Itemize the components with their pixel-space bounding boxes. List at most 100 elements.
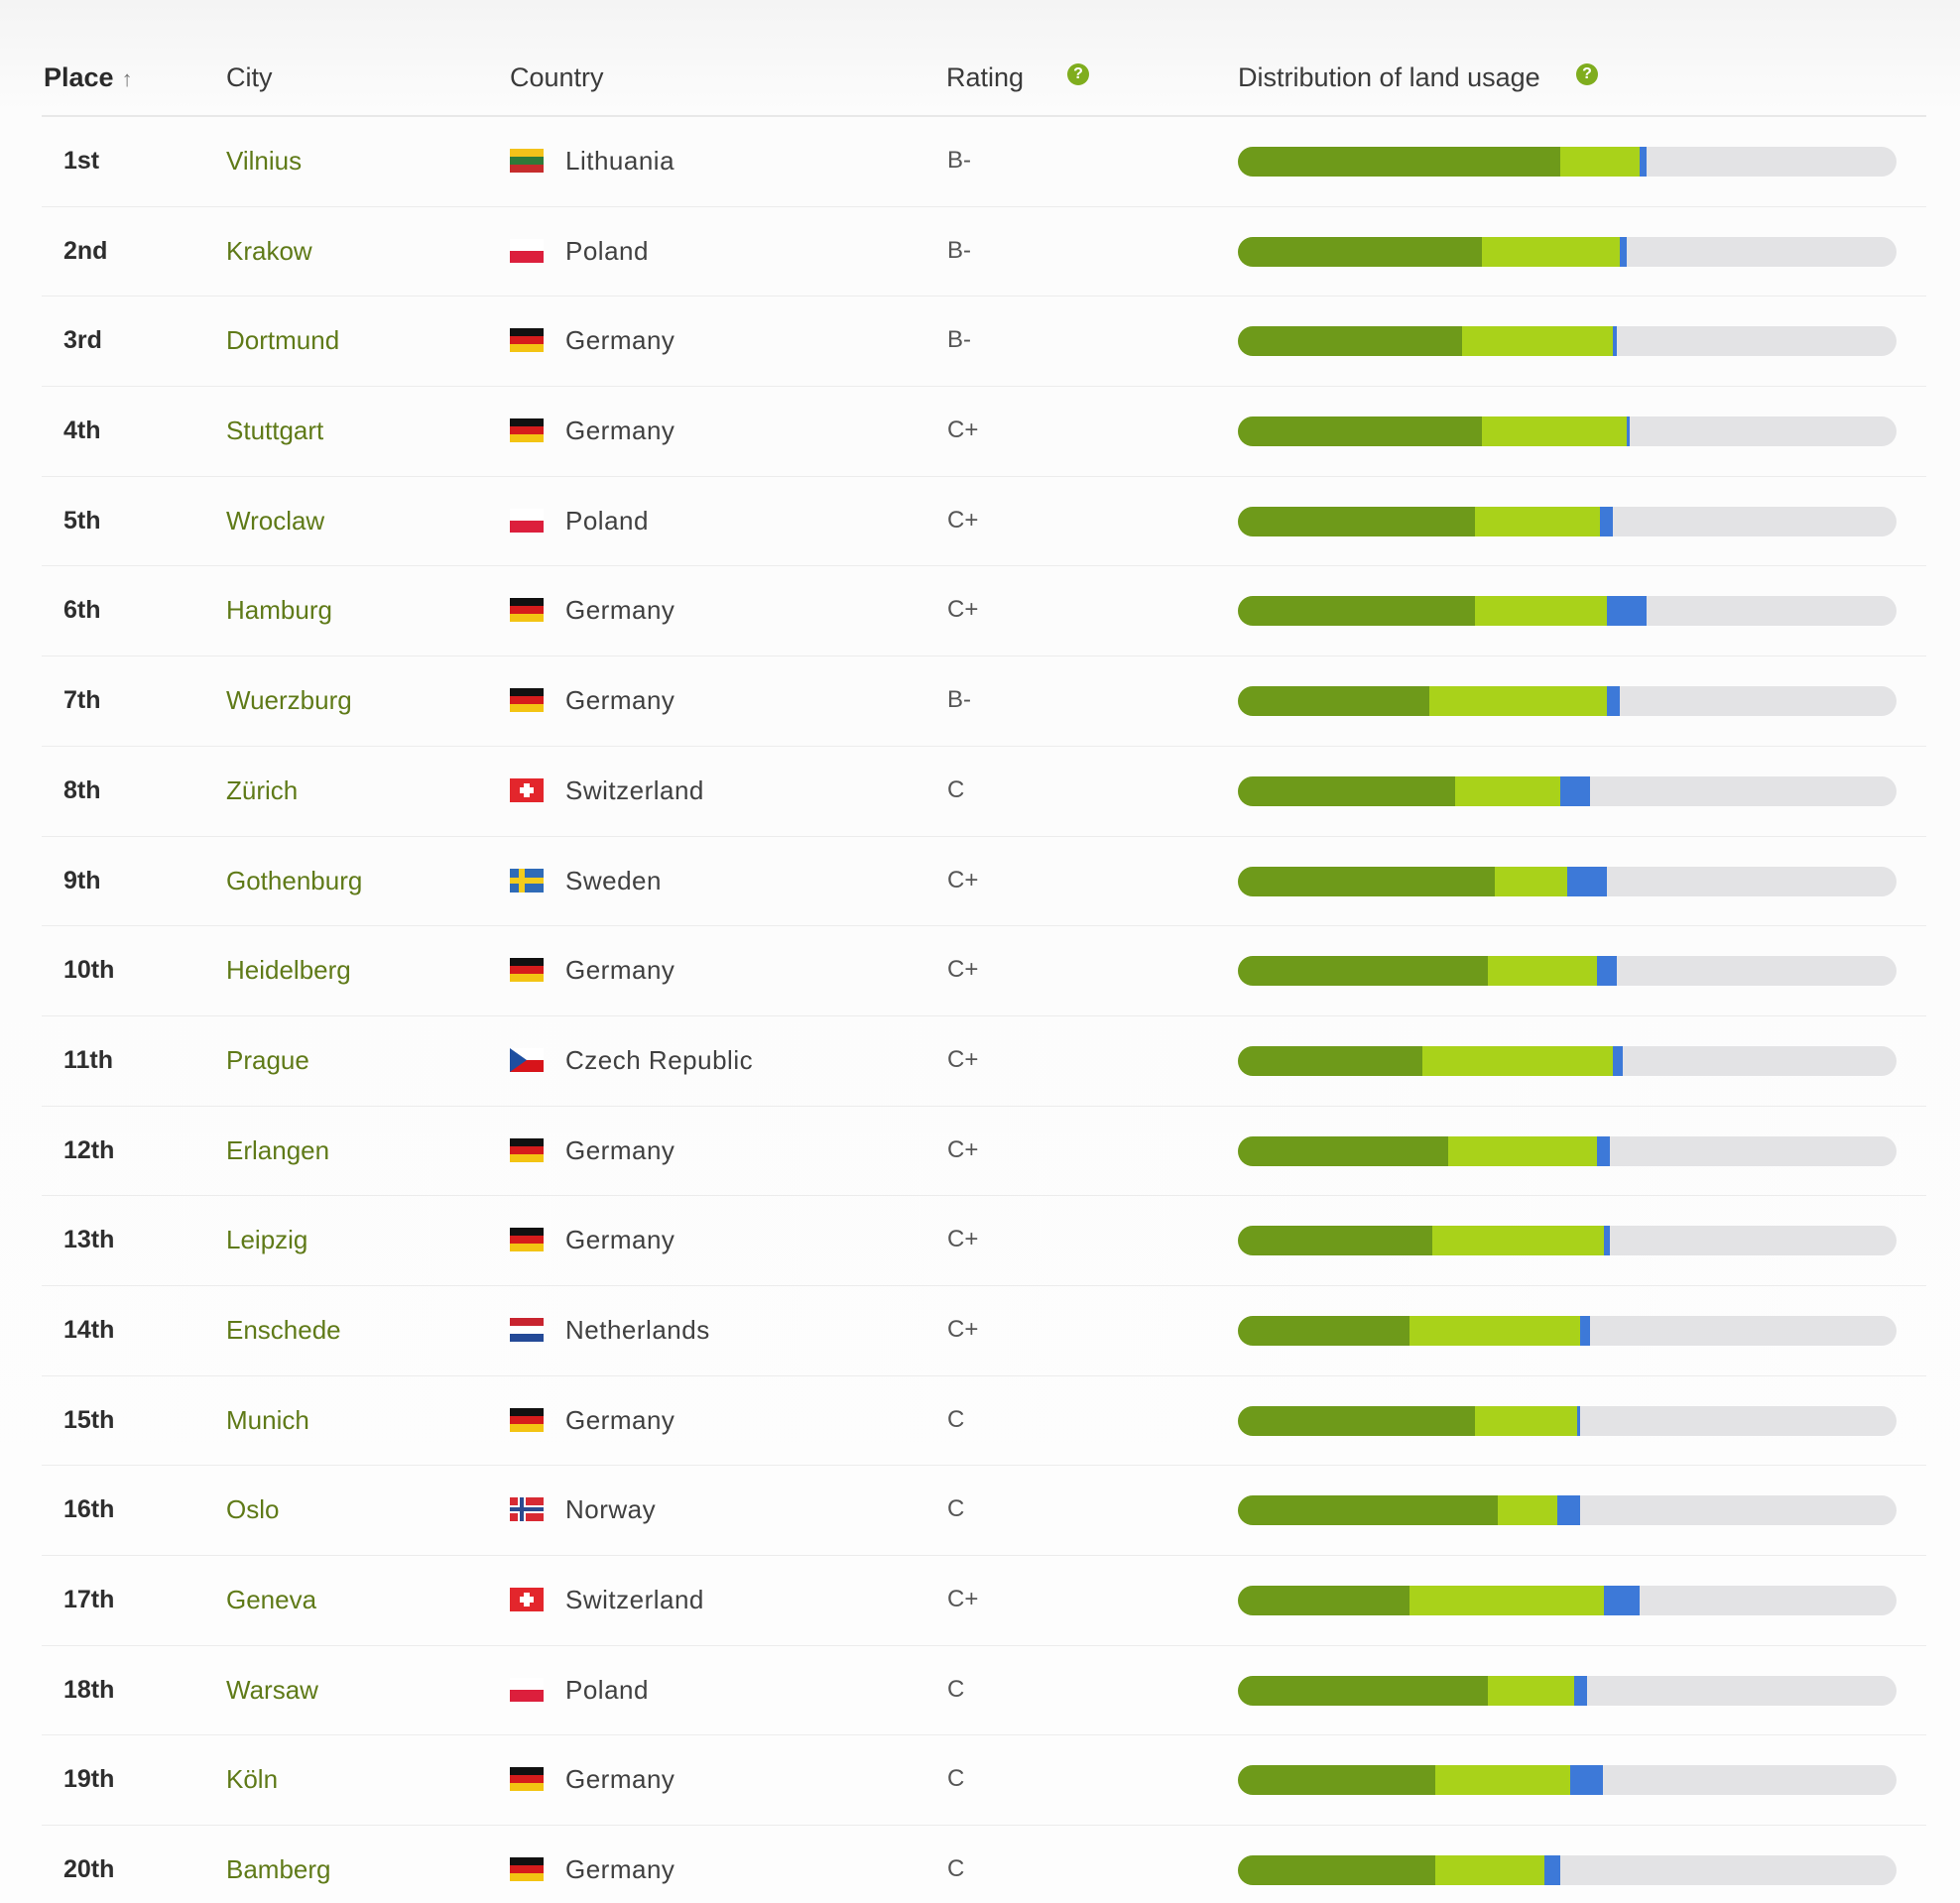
land-usage-segment-light-green (1481, 416, 1627, 447)
land-usage-bar[interactable] (1238, 1405, 1897, 1436)
table-row[interactable]: 19th Köln Germany C (42, 1735, 1926, 1827)
land-usage-bar[interactable] (1238, 956, 1897, 987)
table-row[interactable]: 15th Munich Germany C (42, 1376, 1926, 1467)
land-usage-segment-dark-green (1238, 1855, 1436, 1886)
city-link[interactable]: Erlangen (226, 1134, 330, 1165)
sort-ascending-icon[interactable]: ↑ (121, 66, 133, 91)
table-row[interactable]: 11th Prague Czech Republic C+ (42, 1016, 1926, 1107)
country-cell: Netherlands (565, 1314, 710, 1345)
column-header-place[interactable]: Place ↑ (44, 40, 133, 115)
land-usage-bar[interactable] (1238, 1855, 1897, 1886)
column-header-distribution[interactable]: Distribution of land usage (1238, 62, 1540, 92)
land-usage-bar[interactable] (1238, 686, 1897, 717)
land-usage-bar[interactable] (1238, 1765, 1897, 1796)
land-usage-bar[interactable] (1238, 1135, 1897, 1166)
table-row[interactable]: 4th Stuttgart Germany C+ (42, 387, 1926, 477)
city-link[interactable]: Krakow (226, 235, 312, 266)
land-usage-bar[interactable] (1238, 147, 1897, 177)
table-row[interactable]: 18th Warsaw Poland C (42, 1646, 1926, 1736)
column-header-rating[interactable]: Rating (946, 62, 1025, 92)
land-usage-bar[interactable] (1238, 416, 1897, 447)
flag-cell (510, 1137, 544, 1162)
city-link[interactable]: Köln (226, 1764, 279, 1795)
table-row[interactable]: 2nd Krakow Poland B- (42, 207, 1926, 297)
land-usage-bar[interactable] (1238, 1586, 1897, 1615)
place-cell: 3rd (63, 326, 102, 355)
land-usage-bar[interactable] (1238, 775, 1897, 806)
table-row[interactable]: 12th Erlangen Germany C+ (42, 1107, 1926, 1197)
land-usage-segment-blue (1606, 686, 1621, 717)
table-row[interactable]: 16th Oslo Norway C (42, 1466, 1926, 1556)
land-usage-bar[interactable] (1238, 236, 1897, 267)
city-link[interactable]: Prague (226, 1044, 309, 1075)
city-link[interactable]: Enschede (226, 1314, 341, 1345)
land-usage-segment-blue (1626, 416, 1631, 447)
country-cell: Germany (565, 1225, 675, 1255)
city-link[interactable]: Hamburg (226, 595, 332, 626)
sweden-flag-icon (510, 868, 544, 892)
place-cell: 17th (63, 1586, 115, 1613)
city-link[interactable]: Heidelberg (226, 955, 351, 986)
land-usage-segment-blue (1580, 1315, 1591, 1346)
country-cell: Germany (565, 1134, 675, 1165)
column-header-city[interactable]: City (226, 62, 273, 92)
city-link[interactable]: Stuttgart (226, 416, 324, 446)
city-link[interactable]: Zürich (226, 774, 299, 805)
table-row[interactable]: 20th Bamberg Germany C (42, 1826, 1926, 1903)
germany-flag-icon (510, 598, 544, 623)
city-link[interactable]: Vilnius (226, 146, 303, 176)
table-row[interactable]: 17th Geneva Switzerland C+ (42, 1556, 1926, 1646)
table-row[interactable]: 6th Hamburg Germany C+ (42, 566, 1926, 657)
flag-cell (510, 868, 544, 892)
flag-cell (510, 598, 544, 623)
place-cell: 14th (63, 1315, 115, 1344)
land-usage-segment-light-green (1435, 1765, 1571, 1796)
land-usage-bar[interactable] (1238, 866, 1897, 896)
city-link[interactable]: Gothenburg (226, 865, 363, 895)
land-usage-segment-dark-green (1238, 1495, 1499, 1526)
city-link[interactable]: Bamberg (226, 1854, 331, 1885)
city-link[interactable]: Wuerzburg (226, 685, 352, 716)
table-row[interactable]: 9th Gothenburg Sweden C+ (42, 837, 1926, 927)
poland-flag-icon (510, 238, 544, 263)
land-usage-segment-light-green (1488, 1675, 1574, 1706)
country-cell: Germany (565, 416, 675, 446)
land-usage-bar[interactable] (1238, 1315, 1897, 1346)
city-link[interactable]: Geneva (226, 1585, 317, 1614)
table-header: Place ↑ City Country Rating ? Distributio… (42, 40, 1926, 117)
land-usage-bar[interactable] (1238, 1226, 1897, 1256)
country-cell: Norway (565, 1494, 657, 1525)
rating-help-icon[interactable]: ? (1067, 63, 1089, 85)
city-link[interactable]: Wroclaw (226, 505, 325, 535)
land-usage-segment-blue (1613, 1045, 1624, 1076)
table-row[interactable]: 13th Leipzig Germany C+ (42, 1196, 1926, 1286)
land-usage-bar[interactable] (1238, 1495, 1897, 1526)
city-link[interactable]: Dortmund (226, 325, 340, 356)
distribution-help-icon[interactable]: ? (1576, 63, 1598, 85)
flag-cell (510, 1228, 544, 1252)
rating-cell: C (947, 1405, 965, 1433)
column-header-country[interactable]: Country (510, 62, 604, 92)
land-usage-segment-dark-green (1238, 1315, 1409, 1346)
table-row[interactable]: 1st Vilnius Lithuania B- (42, 117, 1926, 207)
table-row[interactable]: 3rd Dortmund Germany B- (42, 297, 1926, 388)
table-row[interactable]: 14th Enschede Netherlands C+ (42, 1286, 1926, 1376)
city-link[interactable]: Leipzig (226, 1225, 308, 1255)
germany-flag-icon (510, 1228, 544, 1252)
land-usage-bar[interactable] (1238, 596, 1897, 627)
place-cell: 19th (63, 1765, 115, 1794)
table-row[interactable]: 10th Heidelberg Germany C+ (42, 926, 1926, 1016)
rating-cell: C+ (947, 1135, 979, 1163)
city-link[interactable]: Warsaw (226, 1674, 318, 1705)
land-usage-bar[interactable] (1238, 1045, 1897, 1076)
city-link[interactable]: Oslo (226, 1494, 280, 1525)
table-row[interactable]: 5th Wroclaw Poland C+ (42, 477, 1926, 567)
city-link[interactable]: Munich (226, 1404, 309, 1435)
land-usage-segment-light-green (1475, 506, 1601, 536)
rating-cell: C (947, 1495, 965, 1523)
land-usage-bar[interactable] (1238, 506, 1897, 536)
land-usage-bar[interactable] (1238, 326, 1897, 357)
table-row[interactable]: 8th Zürich Switzerland C (42, 747, 1926, 837)
land-usage-bar[interactable] (1238, 1675, 1897, 1706)
table-row[interactable]: 7th Wuerzburg Germany B- (42, 656, 1926, 747)
